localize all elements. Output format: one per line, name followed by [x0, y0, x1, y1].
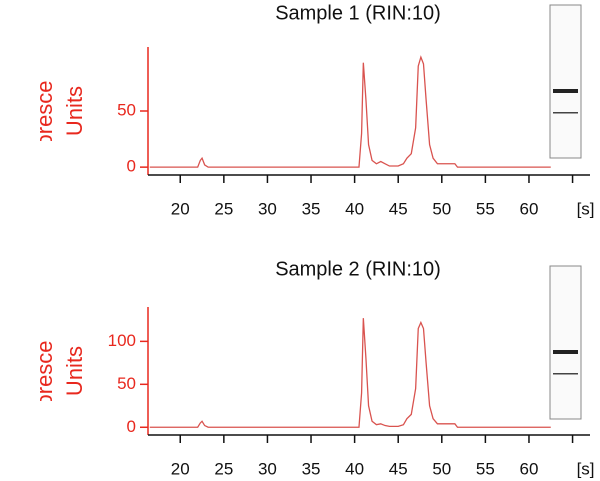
x-tick-label: 60 [520, 199, 539, 218]
x-tick-label: 40 [345, 199, 364, 218]
x-tick-label: 45 [389, 199, 408, 218]
x-tick-label: [s] [577, 459, 595, 478]
y-axis-label-text: Fluorescence Units [32, 341, 87, 401]
trace [149, 318, 551, 428]
y-axis-label-text: Fluorescence Units [32, 81, 87, 141]
x-tick-label: 30 [258, 199, 277, 218]
y-tick-label: 50 [117, 100, 136, 119]
chart-title: Sample 2 (RIN:10) [275, 258, 441, 280]
x-tick-label: 55 [476, 199, 495, 218]
x-tick-label: 25 [214, 199, 233, 218]
x-tick-label: 60 [520, 459, 539, 478]
y-tick-label: 50 [117, 374, 136, 393]
x-tick-label: 30 [258, 459, 277, 478]
x-tick-label: 40 [345, 459, 364, 478]
x-tick-label: 35 [302, 199, 321, 218]
x-tick-label: 50 [432, 459, 451, 478]
gel-lane-1 [549, 4, 582, 159]
x-tick-label: 45 [389, 459, 408, 478]
x-tick-label: 25 [214, 459, 233, 478]
x-tick-label: 50 [432, 199, 451, 218]
x-tick-label: 20 [171, 459, 190, 478]
x-tick-label: [s] [577, 199, 595, 218]
gel-lane-2 [549, 265, 582, 420]
x-tick-label: 55 [476, 459, 495, 478]
x-tick-label: 35 [302, 459, 321, 478]
trace [149, 55, 551, 168]
x-tick-label: 20 [171, 199, 190, 218]
y-tick-label: 100 [108, 331, 136, 350]
chart-title: Sample 1 (RIN:10) [275, 2, 441, 24]
y-tick-label: 0 [127, 157, 136, 176]
y-tick-label: 0 [127, 417, 136, 436]
